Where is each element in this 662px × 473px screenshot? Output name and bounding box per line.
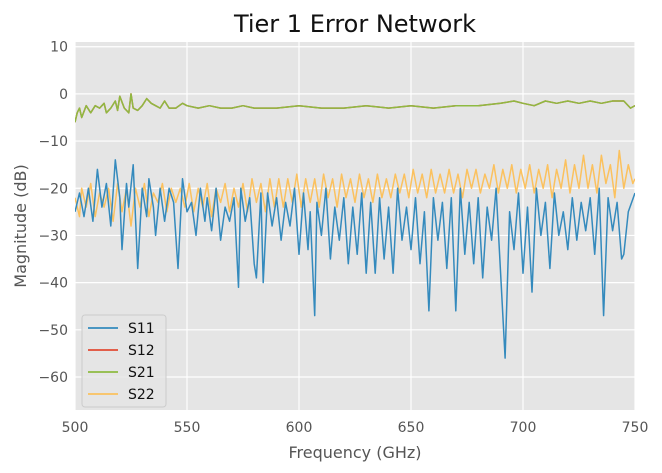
legend-box [81,314,167,408]
y-tick-label: 10 [50,40,68,56]
x-axis-label: Frequency (GHz) [288,443,421,462]
y-axis-label: Magnitude (dB) [11,164,30,287]
y-tick-label: −40 [38,276,68,292]
x-tick-label: 750 [622,420,649,436]
x-axis: 500 550 600 650 700 750 [62,420,649,436]
x-tick-label: 500 [62,420,89,436]
x-tick-label: 550 [174,420,201,436]
legend-label-s22: S22 [128,387,155,403]
legend: S11 S12 S21 S22 [81,314,167,408]
y-axis: 10 0 −10 −20 −30 −40 −50 −60 [38,40,68,386]
y-tick-label: −10 [38,134,68,150]
legend-label-s11: S11 [128,321,155,337]
y-tick-label: −30 [38,228,68,244]
x-tick-label: 600 [286,420,313,436]
legend-label-s21: S21 [128,365,155,381]
y-tick-label: −20 [38,181,68,197]
series-line-s21 [75,93,635,123]
series-line-s11 [75,159,635,359]
y-tick-label: −60 [38,370,68,386]
y-tick-label: 0 [59,87,68,103]
x-tick-label: 650 [398,420,425,436]
chart-title: Tier 1 Error Network [233,10,476,38]
y-tick-label: −50 [38,323,68,339]
series-line-s22 [75,149,635,227]
series-layer [75,93,635,359]
legend-label-s12: S12 [128,343,155,359]
x-tick-label: 700 [510,420,537,436]
